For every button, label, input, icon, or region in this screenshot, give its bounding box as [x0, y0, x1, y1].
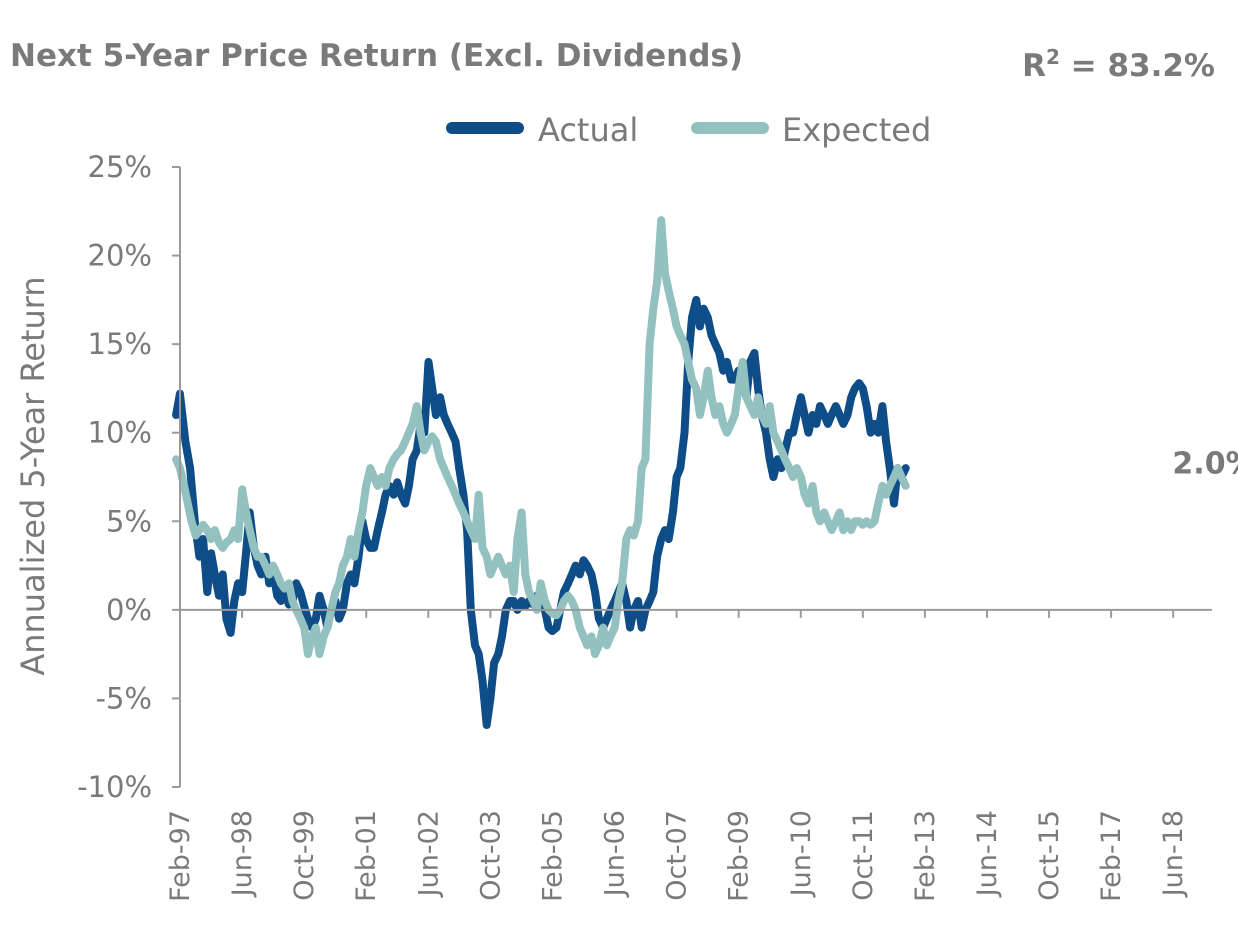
- y-tick-label: 10%: [88, 416, 152, 450]
- x-axis-ticks: Feb-97 Jun-98 Oct-99 Feb-01 Jun-02 Oct-03 Feb-…: [165, 609, 1189, 902]
- axes: [179, 167, 1212, 787]
- legend-label-expected: Expected: [782, 111, 931, 149]
- annotation-label: 2.0%: [1172, 446, 1238, 481]
- y-tick-label: 20%: [88, 239, 152, 273]
- y-tick-label: 0%: [106, 593, 152, 627]
- x-tick-label: Jun-02: [413, 810, 444, 898]
- x-tick-label: Oct-03: [475, 810, 506, 901]
- x-tick-label: Feb-05: [537, 810, 568, 902]
- y-tick-label: -5%: [96, 681, 152, 715]
- y-axis-label: Annualized 5-Year Return: [14, 276, 52, 675]
- y-tick-label: 5%: [106, 504, 152, 538]
- x-tick-label: Oct-15: [1034, 810, 1065, 901]
- x-tick-label: Feb-97: [165, 810, 196, 902]
- x-tick-label: Feb-17: [1096, 810, 1127, 902]
- series-line-expected: [172, 216, 910, 659]
- chart-title: Next 5-Year Price Return (Excl. Dividend…: [10, 38, 743, 74]
- y-axis-ticks: 25% 20% 15% 10% 5% 0% -5% -10%: [77, 150, 180, 804]
- y-tick-label: 25%: [88, 150, 152, 184]
- x-tick-label: Jun-14: [972, 810, 1003, 898]
- r-squared-sup: 2: [1046, 45, 1060, 69]
- x-tick-label: Feb-01: [351, 810, 382, 902]
- r-squared-value: = 83.2%: [1060, 48, 1215, 84]
- x-tick-label: Jun-18: [1158, 810, 1189, 898]
- x-tick-label: Feb-13: [910, 810, 941, 902]
- x-tick-label: Oct-07: [662, 810, 693, 901]
- x-tick-label: Feb-09: [724, 810, 755, 902]
- x-tick-label: Jun-06: [600, 810, 631, 898]
- r-squared-label: R2 = 83.2%: [1022, 45, 1215, 84]
- annotations: 2.0%: [1172, 446, 1238, 481]
- legend-label-actual: Actual: [538, 111, 638, 149]
- x-tick-label: Oct-11: [848, 810, 879, 901]
- x-tick-label: Jun-10: [786, 810, 817, 898]
- y-tick-label: 15%: [88, 327, 152, 361]
- legend: Actual Expected: [446, 111, 931, 149]
- r-squared-prefix: R: [1022, 48, 1046, 84]
- series-line-actual: [172, 295, 910, 729]
- x-tick-label: Jun-98: [227, 810, 258, 898]
- x-tick-label: Oct-99: [289, 810, 320, 901]
- y-tick-label: -10%: [77, 770, 152, 804]
- series-layer: [172, 216, 910, 729]
